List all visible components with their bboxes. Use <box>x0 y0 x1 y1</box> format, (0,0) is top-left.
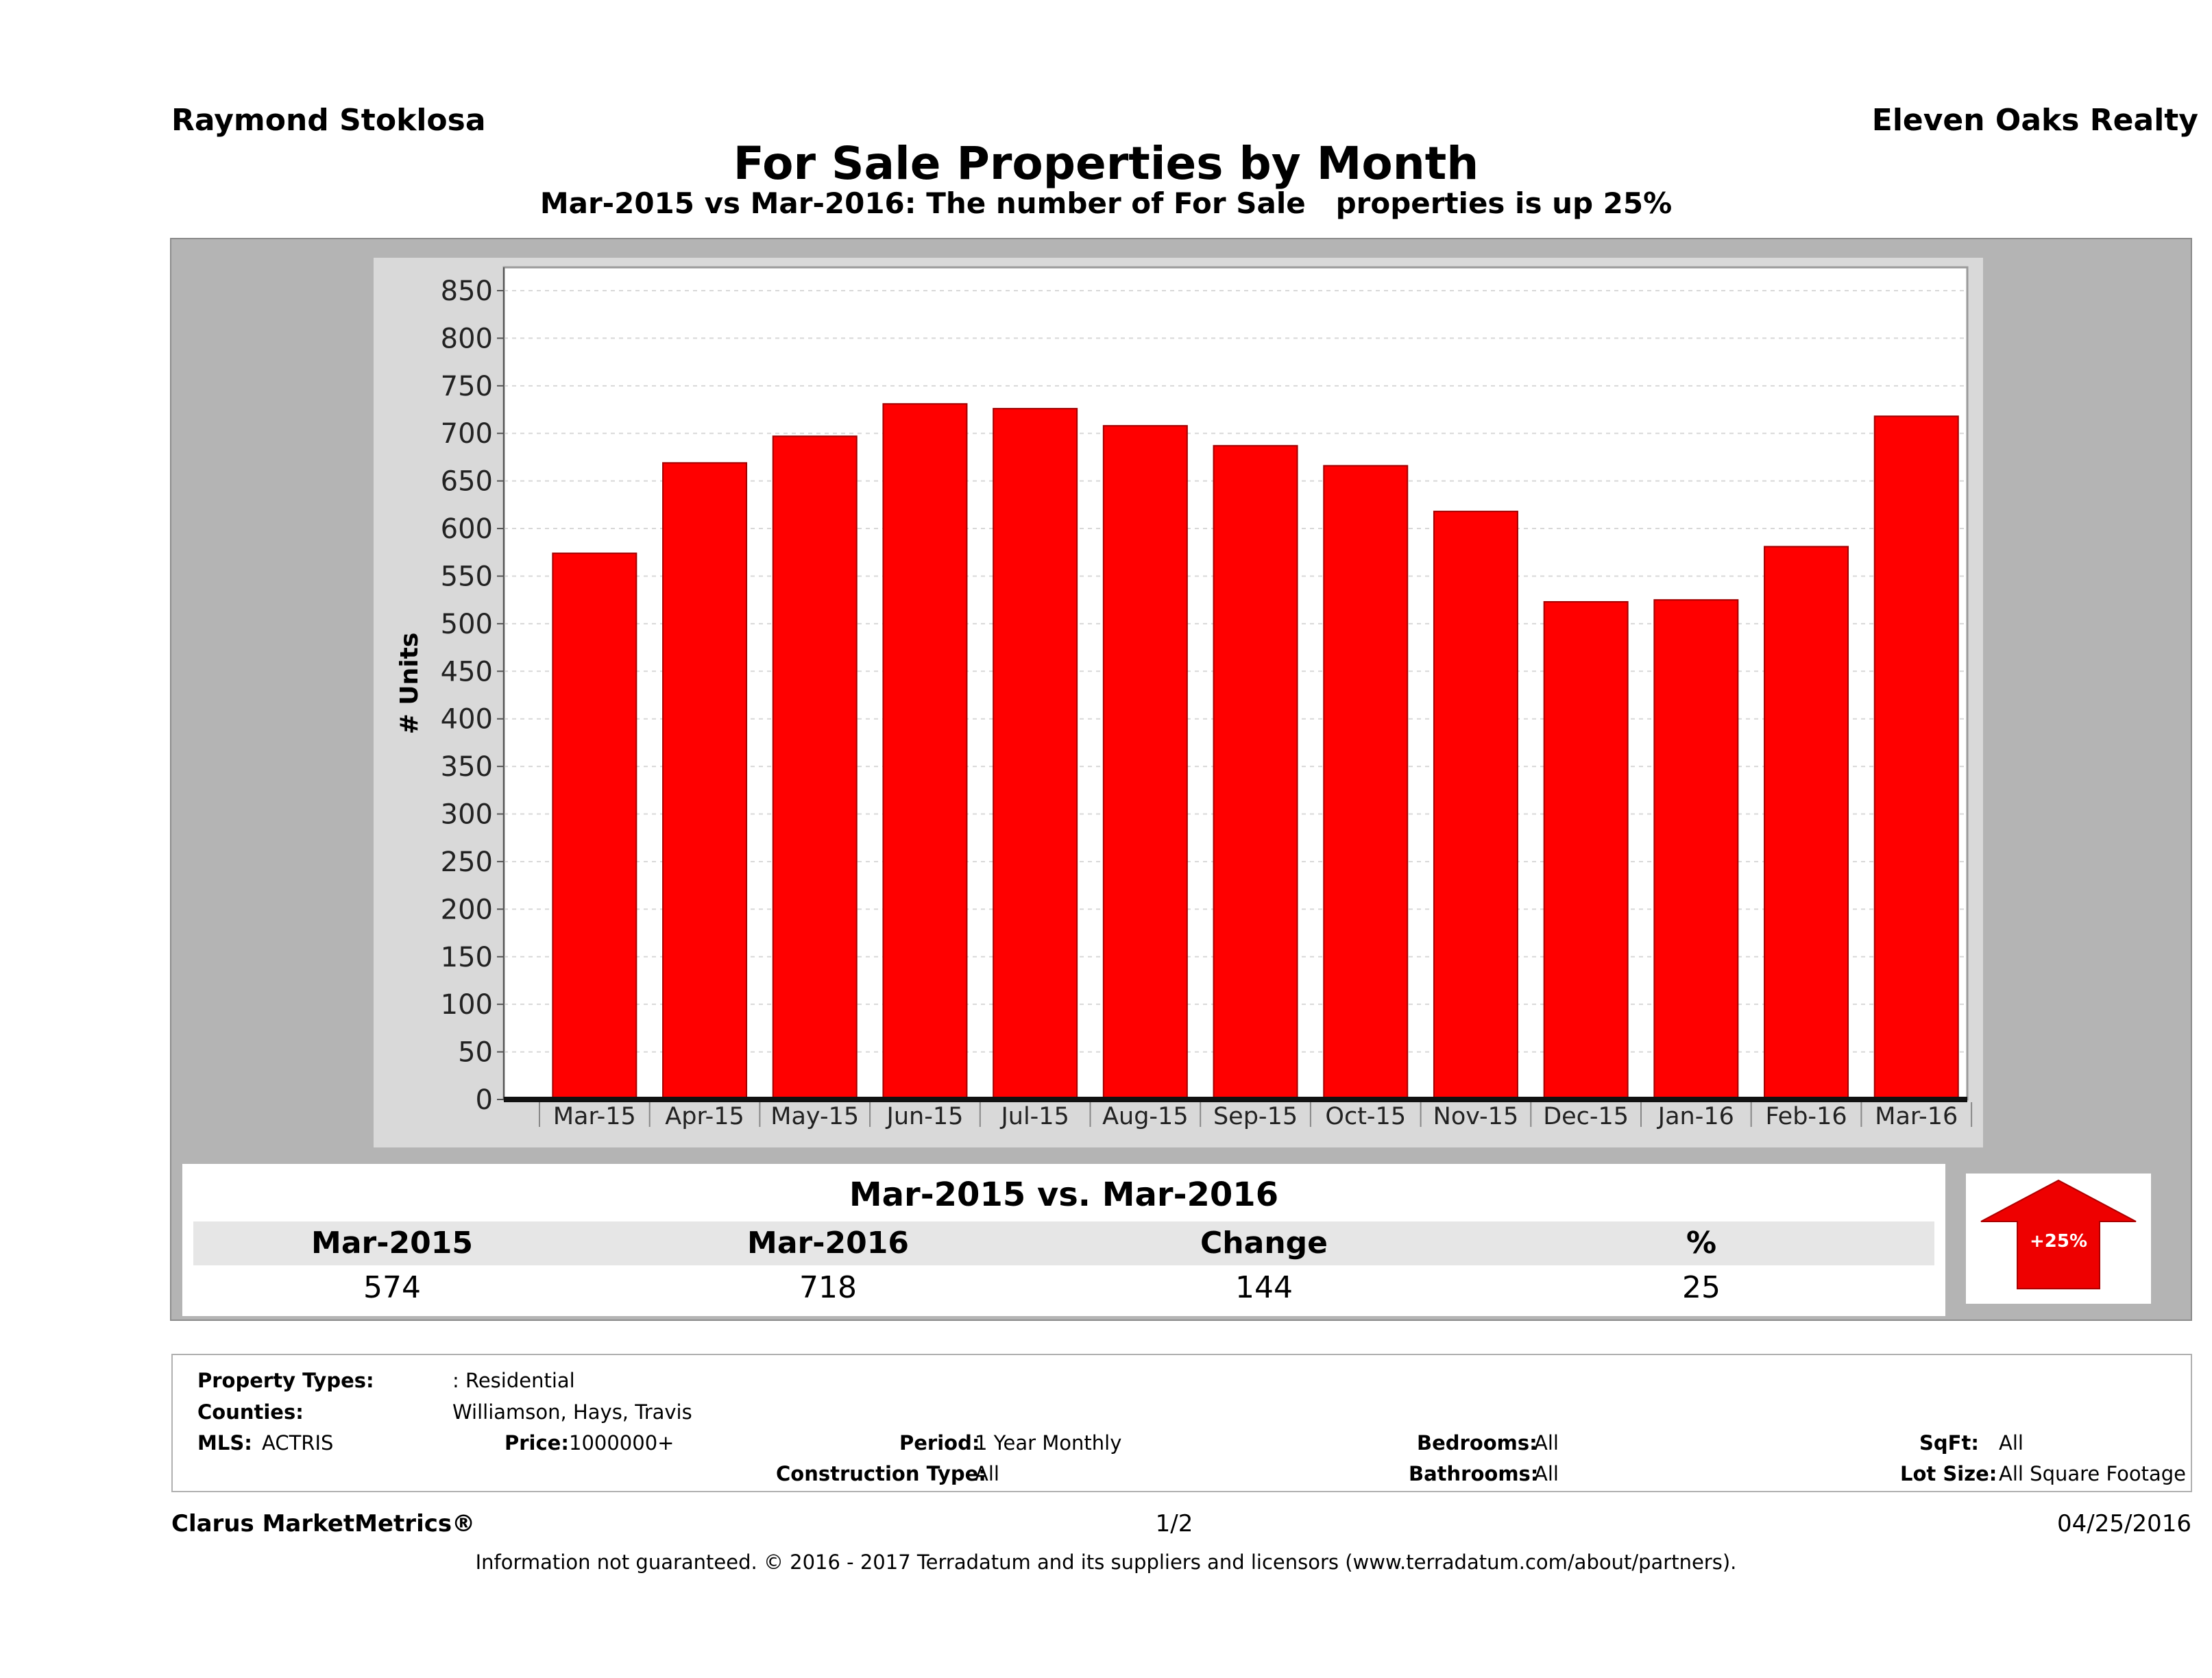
bar <box>772 435 858 1100</box>
y-tick-label: 800 <box>441 323 493 354</box>
agent-name: Raymond Stoklosa <box>171 103 486 138</box>
lot-size-label: Lot Size: <box>1900 1462 1997 1485</box>
comparison-header-3: Change <box>1200 1226 1328 1261</box>
comparison-value-3: 144 <box>1235 1270 1293 1305</box>
bar <box>1873 415 1959 1100</box>
y-tick-label: 850 <box>441 276 493 307</box>
chart-area: 0 50 100 150 200 250 300 350 400 450 500 550 600 650 7… <box>374 258 1983 1147</box>
x-tick-label: Apr-15 <box>665 1103 744 1130</box>
mls-label: MLS: <box>197 1431 252 1455</box>
comparison-header-row: Mar-2015 Mar-2016 Change % <box>193 1221 1934 1265</box>
x-tick-label: Mar-15 <box>553 1103 636 1130</box>
bar <box>1653 599 1739 1101</box>
bar-chart: 0 50 100 150 200 250 300 350 400 450 500 550 600 650 7… <box>396 266 1973 1130</box>
x-tick-label: Mar-16 <box>1875 1103 1958 1130</box>
y-tick-label: 550 <box>441 561 493 592</box>
sqft-value: All <box>1999 1431 2023 1455</box>
x-tick-label: Dec-15 <box>1543 1103 1629 1130</box>
bathrooms-label: Bathrooms: <box>1409 1462 1539 1485</box>
comparison-header-1: Mar-2015 <box>311 1226 473 1261</box>
y-tick-label: 650 <box>441 466 493 498</box>
bedrooms-value: All <box>1534 1431 1559 1455</box>
comparison-value-row: 574 718 144 25 <box>193 1268 1934 1308</box>
disclaimer: Information not guaranteed. © 2016 - 201… <box>475 1551 1737 1574</box>
lot-size-value: All Square Footage <box>1999 1462 2187 1485</box>
y-axis-label: # Units <box>396 633 424 735</box>
x-tick-label: Sep-15 <box>1213 1103 1298 1130</box>
x-tick-label: Aug-15 <box>1102 1103 1189 1130</box>
y-tick-label: 0 <box>476 1084 493 1116</box>
bar <box>1213 445 1298 1100</box>
counties-label: Counties: <box>197 1400 304 1424</box>
mls-value: ACTRIS <box>262 1431 334 1455</box>
page-number: 1/2 <box>1155 1510 1193 1537</box>
property-types-label: Property Types: <box>197 1369 374 1392</box>
report-title: For Sale Properties by Month <box>733 137 1479 190</box>
x-tick-label: Nov-15 <box>1433 1103 1519 1130</box>
counties-value: Williamson, Hays, Travis <box>452 1400 692 1424</box>
bar <box>1764 546 1849 1100</box>
bar <box>1433 511 1518 1100</box>
bar <box>1543 600 1629 1100</box>
bar <box>882 403 968 1100</box>
comparison-header-4: % <box>1686 1226 1717 1261</box>
y-tick-label: 450 <box>441 656 493 688</box>
bar <box>1323 465 1409 1100</box>
bathrooms-value: All <box>1534 1462 1559 1485</box>
change-badge: +25% <box>1966 1174 2151 1304</box>
bar <box>993 408 1078 1100</box>
x-tick-label: Jun-15 <box>886 1103 964 1130</box>
footer-brand: Clarus MarketMetrics® <box>171 1510 476 1537</box>
report-date: 04/25/2016 <box>2057 1510 2191 1537</box>
price-value: 1000000+ <box>569 1431 674 1455</box>
sqft-label: SqFt: <box>1919 1431 1979 1455</box>
y-tick-label: 250 <box>441 847 493 878</box>
x-tick-label: Jan-16 <box>1657 1103 1734 1130</box>
y-tick-label: 750 <box>441 371 493 402</box>
change-badge-label: +25% <box>2029 1231 2088 1252</box>
y-tick-label: 700 <box>441 418 493 450</box>
x-tick-label: Oct-15 <box>1325 1103 1406 1130</box>
search-criteria: Property Types: : Residential Counties: … <box>171 1354 2192 1492</box>
broker-name: Eleven Oaks Realty <box>1871 103 2198 138</box>
y-tick-label: 400 <box>441 704 493 735</box>
y-tick-label: 150 <box>441 942 493 973</box>
y-tick-label: 350 <box>441 751 493 783</box>
y-tick-label: 500 <box>441 609 493 640</box>
y-tick-label: 100 <box>441 989 493 1021</box>
property-types-value: : Residential <box>452 1369 575 1392</box>
comparison-value-4: 25 <box>1682 1270 1721 1305</box>
x-tick-label: Feb-16 <box>1765 1103 1847 1130</box>
x-tick-label: Jul-15 <box>999 1103 1069 1130</box>
bar <box>1102 425 1188 1101</box>
y-tick-label: 600 <box>441 513 493 545</box>
report-subtitle: Mar-2015 vs Mar-2016: The number of For … <box>539 186 1673 220</box>
y-tick-label: 200 <box>441 894 493 925</box>
x-tick-label: May-15 <box>770 1103 859 1130</box>
comparison-value-1: 574 <box>363 1270 421 1305</box>
construction-type-value: All <box>975 1462 999 1485</box>
bar <box>552 552 637 1100</box>
comparison-title: Mar-2015 vs. Mar-2016 <box>193 1174 1934 1216</box>
period-value: 1 Year Monthly <box>975 1431 1122 1455</box>
construction-type-label: Construction Type: <box>776 1462 986 1485</box>
y-tick-label: 50 <box>458 1037 493 1069</box>
bar <box>662 462 748 1101</box>
price-label: Price: <box>505 1431 569 1455</box>
period-label: Period: <box>899 1431 980 1455</box>
up-arrow-icon <box>1980 1179 2137 1289</box>
y-tick-label: 300 <box>441 799 493 831</box>
comparison-value-2: 718 <box>799 1270 857 1305</box>
comparison-header-2: Mar-2016 <box>747 1226 909 1261</box>
bedrooms-label: Bedrooms: <box>1417 1431 1538 1455</box>
